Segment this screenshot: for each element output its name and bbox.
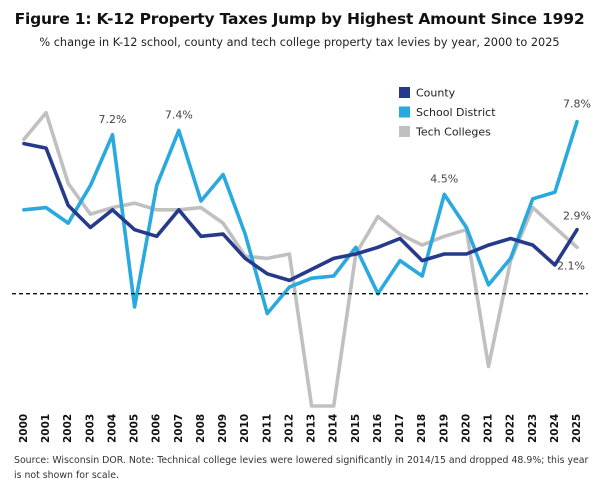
x-tick-2007: 2007 (173, 414, 185, 443)
legend-label-tech-colleges: Tech Colleges (415, 126, 491, 139)
x-tick-2005: 2005 (129, 414, 141, 443)
x-tick-2024: 2024 (549, 414, 561, 443)
x-tick-2023: 2023 (527, 414, 539, 443)
series-line-tech-colleges (22, 110, 579, 408)
x-tick-2014: 2014 (328, 414, 340, 443)
x-tick-2013: 2013 (306, 414, 318, 443)
x-tick-2015: 2015 (350, 414, 362, 443)
x-tick-2009: 2009 (217, 414, 229, 443)
legend-swatch-county (399, 87, 410, 98)
data-label-tech-colleges-2025: 2.1% (557, 259, 585, 272)
legend-swatch-tech-colleges (399, 126, 410, 137)
legend-label-county: County (416, 87, 456, 100)
legend-swatch-school-district (399, 106, 410, 118)
x-tick-2001: 2001 (40, 414, 52, 443)
x-tick-2012: 2012 (283, 414, 295, 443)
x-tick-2011: 2011 (261, 414, 273, 443)
data-label-school-district-2025: 7.8% (563, 98, 591, 111)
x-tick-2010: 2010 (239, 414, 251, 443)
x-tick-2000: 2000 (18, 414, 30, 443)
x-tick-2018: 2018 (416, 414, 428, 443)
data-label-school-district-2019: 4.5% (430, 172, 458, 185)
legend-label-school-district: School District (416, 106, 496, 119)
series-line-school-district (22, 119, 579, 316)
x-tick-2019: 2019 (438, 414, 450, 443)
chart-title: Figure 1: K-12 Property Taxes Jump by Hi… (14, 10, 585, 28)
legend: County School District Tech Colleges (399, 87, 496, 139)
x-tick-2021: 2021 (483, 414, 495, 443)
x-tick-2002: 2002 (62, 414, 74, 443)
x-tick-2008: 2008 (195, 414, 207, 443)
data-label-school-district-2007: 7.4% (165, 108, 193, 121)
chart-subtitle: % change in K-12 school, county and tech… (39, 36, 560, 49)
series-line-county (22, 141, 579, 283)
x-tick-2006: 2006 (151, 414, 163, 443)
data-label-layer: 7.2% 7.4% 4.5% 7.8% 2.9% 2.1% (99, 98, 591, 273)
x-tick-layer: 2000 2001 2002 2003 2004 2005 2006 2007 2008 2009… (18, 414, 583, 443)
x-tick-2022: 2022 (505, 414, 517, 443)
data-label-school-district-2004: 7.2% (99, 113, 127, 126)
x-tick-2004: 2004 (106, 414, 118, 443)
x-tick-2003: 2003 (84, 414, 96, 443)
series-layer (22, 110, 579, 408)
source-note: Source: Wisconsin DOR. Note: Technical c… (14, 455, 589, 481)
x-tick-2025: 2025 (571, 414, 583, 443)
x-tick-2016: 2016 (372, 414, 384, 443)
x-tick-2017: 2017 (394, 414, 406, 443)
data-label-county-2025: 2.9% (563, 210, 591, 223)
x-tick-2020: 2020 (460, 414, 472, 443)
